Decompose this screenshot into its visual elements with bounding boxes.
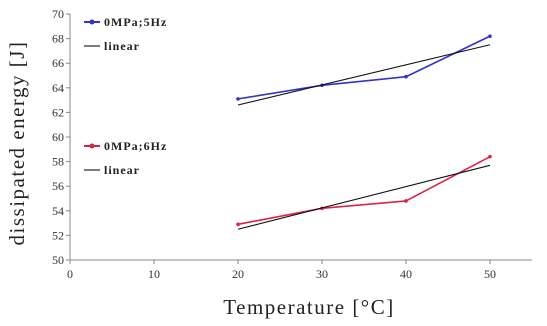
y-tick-label: 66 <box>52 56 64 70</box>
series-line-2 <box>237 155 491 226</box>
series-lines <box>236 34 492 230</box>
series-line-0 <box>237 35 491 100</box>
x-tick-label: 20 <box>232 267 244 281</box>
data-point <box>236 97 240 101</box>
y-tick-label: 60 <box>52 130 64 144</box>
y-tick-label: 64 <box>52 81 64 95</box>
tick-labels: 50 52 54 56 58 60 62 64 66 68 70 0 10 20 30 40 50 <box>52 7 496 281</box>
y-tick-label: 62 <box>52 105 64 119</box>
x-tick-label: 50 <box>484 267 496 281</box>
legends: 0MPa;5Hz linear 0MPa;6Hz linear <box>84 15 167 177</box>
y-tick-label: 50 <box>52 253 64 267</box>
x-tick-label: 40 <box>400 267 412 281</box>
legend-label: 0MPa;6Hz <box>104 139 167 153</box>
y-axis-title: dissipated energy [J] <box>5 41 29 246</box>
y-tick-label: 56 <box>52 179 64 193</box>
series-line-3 <box>237 164 491 230</box>
data-point <box>488 154 492 159</box>
x-tick-label: 0 <box>67 267 73 281</box>
y-tick-label: 58 <box>52 155 64 169</box>
y-tick-label: 70 <box>52 7 64 21</box>
legend-marker <box>89 143 95 149</box>
y-tick-label: 52 <box>52 228 64 242</box>
x-axis-title: Temperature [°C] <box>223 295 394 319</box>
data-point <box>488 34 492 38</box>
legend-marker <box>89 19 95 25</box>
series-line-1 <box>237 44 491 106</box>
legend-label: linear <box>104 39 140 53</box>
legend-label: linear <box>104 163 140 177</box>
data-point <box>404 74 408 79</box>
data-point <box>404 199 408 203</box>
legend-label: 0MPa;5Hz <box>104 15 167 29</box>
x-tick-label: 10 <box>148 267 160 281</box>
x-tick-label: 30 <box>316 267 328 281</box>
y-tick-label: 54 <box>52 204 64 218</box>
y-tick-label: 68 <box>52 32 64 46</box>
data-point <box>236 222 240 227</box>
